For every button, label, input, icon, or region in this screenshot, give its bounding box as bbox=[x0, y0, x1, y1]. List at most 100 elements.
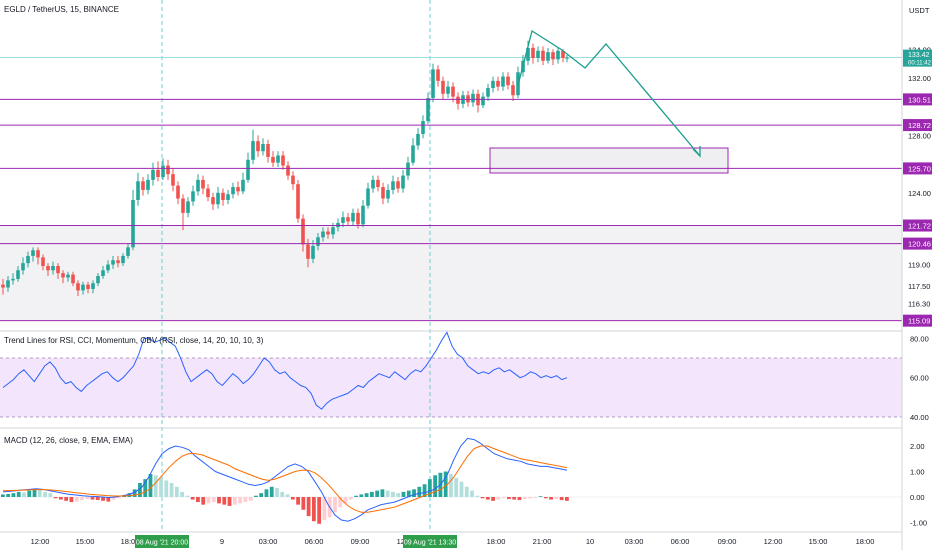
macd-histogram-bar bbox=[333, 497, 337, 513]
macd-histogram-bar bbox=[43, 491, 47, 497]
candle-body bbox=[196, 179, 200, 192]
macd-histogram-bar bbox=[180, 491, 185, 497]
macd-histogram-bar bbox=[369, 491, 374, 497]
candle-body bbox=[466, 95, 470, 103]
time-axis[interactable]: 12:00 15:00 18:00 9 03:00 06:00 09:00 12:00 18:0… bbox=[31, 535, 875, 548]
candle bbox=[81, 281, 85, 295]
candle-body bbox=[11, 278, 15, 281]
candle bbox=[46, 263, 50, 277]
candle-body bbox=[61, 273, 65, 278]
current-price-countdown: 00:11:42 bbox=[908, 61, 932, 67]
candle bbox=[376, 175, 380, 192]
candle bbox=[236, 181, 240, 196]
horizontal-levels[interactable] bbox=[0, 98, 902, 322]
candle bbox=[51, 261, 55, 275]
candle bbox=[61, 270, 65, 284]
level-price-label: 121.72 bbox=[908, 222, 931, 231]
candle-body bbox=[71, 274, 75, 284]
target-zone-box bbox=[489, 147, 729, 174]
candle-body bbox=[561, 50, 565, 58]
current-price-label: 133.42 bbox=[908, 52, 930, 59]
candle-body bbox=[111, 260, 115, 265]
candle bbox=[126, 243, 130, 259]
candle-body bbox=[426, 98, 430, 122]
candle bbox=[111, 255, 115, 269]
macd-histogram-bar bbox=[338, 497, 343, 508]
candle bbox=[416, 128, 420, 150]
macd-histogram-bar bbox=[375, 490, 380, 497]
level-price-badge bbox=[903, 93, 932, 106]
time-tick-label: 09:00 bbox=[351, 537, 370, 546]
candle bbox=[41, 254, 45, 271]
candle bbox=[1, 278, 5, 295]
time-tick-label: 18:00 bbox=[487, 537, 506, 546]
price-axis[interactable]: 134.00132.00128.00124.00119.00117.50116.… bbox=[903, 45, 932, 528]
time-tick-label: 03:00 bbox=[625, 537, 644, 546]
rsi-tick-label: 40.00 bbox=[910, 413, 929, 422]
candle bbox=[556, 47, 560, 64]
time-tick-label: 15:00 bbox=[76, 537, 95, 546]
candle bbox=[531, 43, 535, 64]
candle bbox=[361, 199, 365, 228]
time-tick-label: 12:00 bbox=[31, 537, 50, 546]
candle bbox=[496, 76, 500, 91]
candle-body bbox=[271, 156, 275, 163]
macd-histogram-bar bbox=[491, 497, 496, 501]
candle-body bbox=[496, 80, 500, 87]
macd-histogram-bar bbox=[470, 490, 474, 497]
candlesticks[interactable] bbox=[1, 40, 569, 297]
candle bbox=[441, 76, 445, 100]
chart-title[interactable]: EGLD / TetherUS, 15, BINANCE bbox=[4, 5, 119, 14]
candle bbox=[471, 89, 475, 107]
candle-body bbox=[36, 250, 40, 258]
candle-body bbox=[416, 133, 420, 146]
candle-body bbox=[396, 181, 400, 189]
candle bbox=[371, 175, 375, 193]
macd-histogram-bar bbox=[317, 497, 322, 524]
candle-body bbox=[311, 245, 315, 259]
candle-body bbox=[31, 250, 35, 256]
candle bbox=[421, 115, 425, 139]
candle bbox=[26, 251, 30, 268]
candle-body bbox=[546, 52, 550, 61]
candle-body bbox=[221, 192, 225, 200]
macd-histogram-bar bbox=[227, 497, 232, 506]
macd-histogram-bar bbox=[11, 493, 16, 497]
candle-body bbox=[371, 179, 375, 189]
candle-body bbox=[281, 155, 285, 166]
candle-body bbox=[431, 69, 435, 99]
candle bbox=[176, 181, 180, 205]
candle-body bbox=[166, 165, 170, 175]
candle-body bbox=[106, 264, 110, 271]
macd-histogram-bar bbox=[427, 479, 432, 497]
projection-path bbox=[517, 29, 701, 157]
candle bbox=[546, 47, 550, 64]
macd-title[interactable]: MACD (12, 26, close, 9, EMA, EMA) bbox=[4, 436, 133, 445]
support-zone bbox=[0, 225, 902, 321]
candle-body bbox=[451, 86, 455, 97]
macd-histogram-bar bbox=[396, 493, 401, 497]
candle-body bbox=[261, 144, 265, 152]
candle bbox=[296, 179, 300, 223]
projection-drawing[interactable] bbox=[517, 29, 701, 158]
candle-body bbox=[391, 181, 395, 190]
candle-body bbox=[206, 188, 210, 198]
candle bbox=[216, 187, 220, 209]
level-price-badge bbox=[903, 119, 932, 132]
candle-body bbox=[251, 141, 255, 160]
macd-histogram-bar bbox=[6, 493, 11, 497]
rsi-title[interactable]: Trend Lines for RSI, CCI, Momentum, OBV … bbox=[4, 336, 264, 345]
candle bbox=[565, 55, 569, 63]
macd-pane[interactable] bbox=[0, 437, 902, 524]
level-price-badge bbox=[903, 162, 932, 175]
candle-body bbox=[511, 85, 515, 96]
macd-tick-label: 0.00 bbox=[910, 493, 925, 502]
rsi-pane[interactable] bbox=[2, 331, 568, 410]
candle-body bbox=[266, 144, 270, 157]
macd-histogram-bar bbox=[543, 497, 548, 499]
candle-body bbox=[296, 184, 300, 219]
candle-body bbox=[556, 50, 560, 60]
macd-histogram-bar bbox=[269, 486, 274, 497]
macd-histogram-bar bbox=[454, 477, 459, 497]
